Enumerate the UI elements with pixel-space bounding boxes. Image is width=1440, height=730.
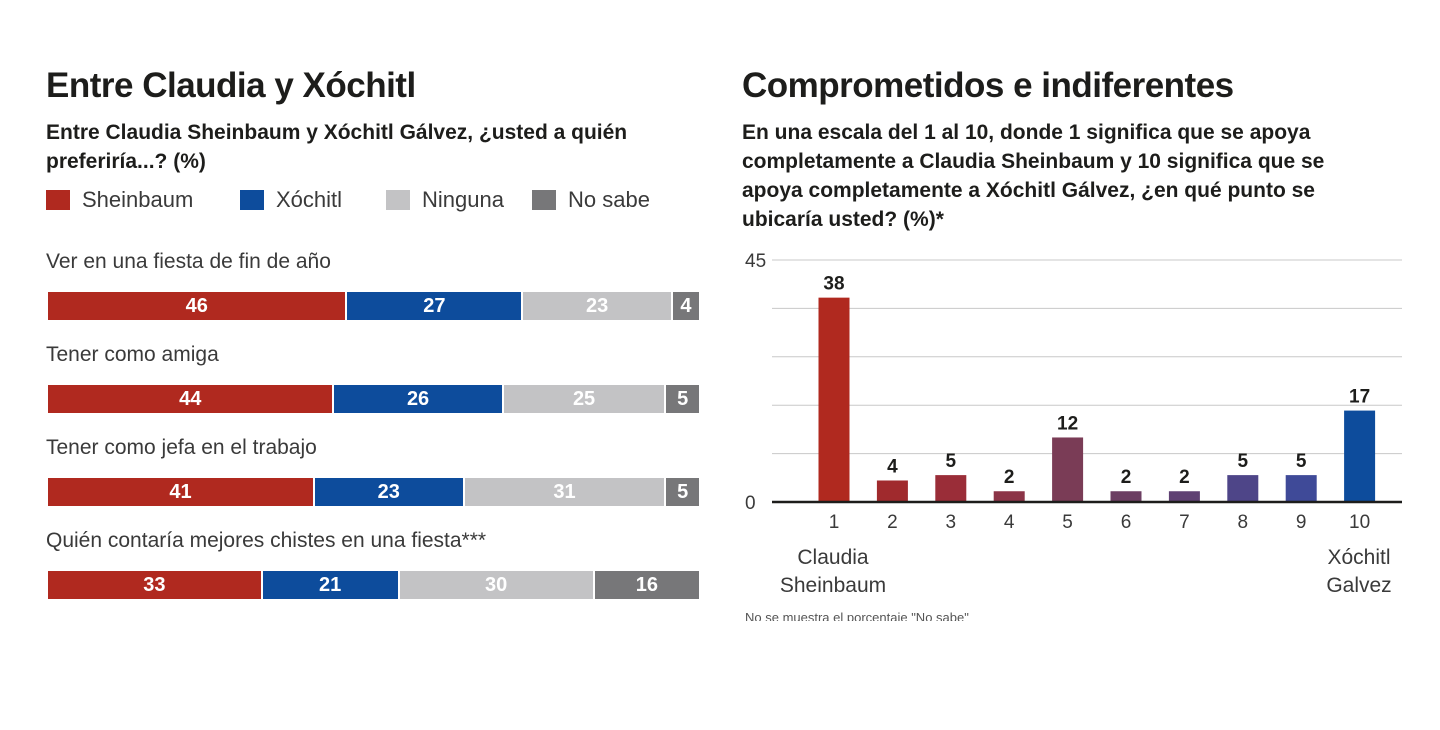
data-label: 12 (1057, 413, 1078, 434)
bar (935, 475, 967, 502)
bar (1227, 475, 1259, 502)
bar-segment: 33 (48, 571, 263, 599)
left-title: Entre Claudia y Xóchitl (46, 66, 416, 105)
data-label: 5 (1296, 451, 1307, 472)
stacked-bar: 44 26 25 5 (48, 385, 699, 413)
data-label: 2 (1004, 467, 1015, 488)
footnote: No se muestra el porcentaje "No sabe" (745, 610, 969, 621)
bar-segment: 30 (399, 571, 595, 599)
data-label: 17 (1349, 387, 1370, 408)
x-tick-label: 9 (1296, 512, 1307, 533)
legend-label: Ninguna (422, 187, 504, 212)
x-tick-label: 7 (1179, 512, 1190, 533)
x-tick-label: 3 (946, 512, 957, 533)
legend-swatch (532, 190, 556, 210)
legend-label: Xóchitl (276, 187, 343, 212)
legend-label: No sabe (568, 187, 650, 212)
bar-row-label: Tener como amiga (46, 343, 219, 366)
data-label: 4 (887, 456, 898, 477)
legend-swatch (46, 190, 70, 210)
x-tick-label: 2 (887, 512, 898, 533)
data-label: 2 (1179, 467, 1190, 488)
stacked-bar: 46 27 23 4 (48, 292, 699, 320)
x-tick-label: 1 (829, 512, 840, 533)
right-subtitle: En una escala del 1 al 10, donde 1 signi… (742, 121, 1325, 231)
bar-segment: 23 (523, 292, 673, 320)
bar-segment: 16 (594, 571, 699, 599)
legend-swatch (386, 190, 410, 210)
legend-label: Sheinbaum (82, 187, 194, 212)
bar (993, 491, 1025, 502)
bar-segment: 23 (314, 478, 465, 506)
bar-segment: 25 (503, 385, 667, 413)
bar-segment: 4 (672, 292, 699, 320)
right-title: Comprometidos e indiferentes (742, 66, 1234, 105)
x-tick-label: 10 (1349, 512, 1370, 533)
bar (876, 480, 908, 502)
left-subtitle: Entre Claudia Sheinbaum y Xóchitl Gálvez… (46, 121, 628, 173)
scale-right-end-label: Xóchitl Galvez (1326, 546, 1392, 597)
stacked-bar: 33 21 30 16 (48, 571, 699, 599)
data-label: 5 (1238, 451, 1249, 472)
bar (1285, 475, 1317, 502)
bar-segment: 5 (666, 478, 699, 506)
x-tick-label: 6 (1121, 512, 1132, 533)
bar (818, 297, 850, 502)
y-tick-label: 0 (745, 493, 756, 514)
x-tick-label: 5 (1062, 512, 1073, 533)
bar (1110, 491, 1142, 502)
x-tick-label: 8 (1238, 512, 1249, 533)
bar-segment: 5 (666, 385, 699, 413)
data-label: 5 (946, 451, 957, 472)
bar (1052, 437, 1084, 502)
scale-bar-chart: 0 45 38 1 4 2 5 3 2 4 12 5 2 6 2 7 5 8 5 9 17 10 (745, 251, 1402, 533)
legend-swatch (240, 190, 264, 210)
data-label: 38 (823, 274, 844, 295)
bar (1168, 491, 1200, 502)
bar-segment: 21 (262, 571, 400, 599)
bar-segment: 31 (464, 478, 667, 506)
bar-segment: 27 (347, 292, 524, 320)
y-tick-label: 45 (745, 251, 766, 272)
scale-left-end-label: Claudia Sheinbaum (779, 546, 887, 597)
stacked-bar: 41 23 31 5 (48, 478, 699, 506)
bar-segment: 44 (48, 385, 335, 413)
x-tick-label: 4 (1004, 512, 1015, 533)
bar (1344, 410, 1376, 502)
bar-segment: 41 (48, 478, 315, 506)
data-label: 2 (1121, 467, 1132, 488)
bar-row-label: Tener como jefa en el trabajo (46, 436, 317, 459)
bar-segment: 46 (48, 292, 348, 320)
bar-row-label: Quién contaría mejores chistes en una fi… (46, 529, 487, 552)
bar-row-label: Ver en una fiesta de fin de año (46, 250, 331, 273)
bar-segment: 26 (334, 385, 504, 413)
